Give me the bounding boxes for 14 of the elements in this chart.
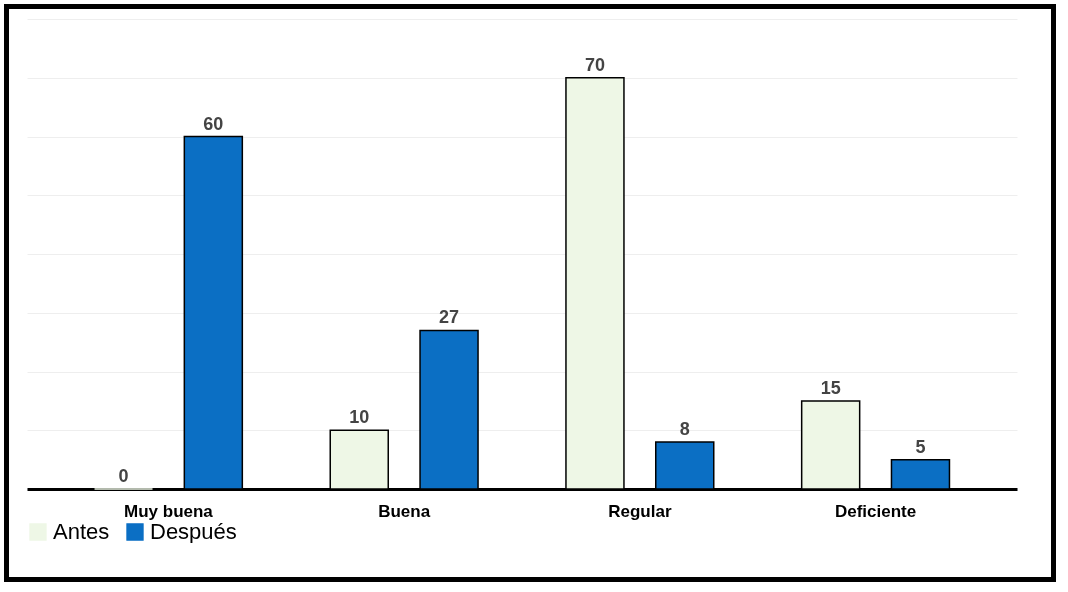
data-label: 5 (915, 436, 926, 457)
x-tick-label: Muy buena (124, 501, 214, 521)
data-label: 70 (584, 54, 605, 75)
data-label: 8 (679, 419, 690, 439)
legend-label: Antes (53, 519, 110, 544)
data-label: 0 (118, 466, 129, 486)
data-label: 10 (349, 407, 370, 428)
x-tick-label: Deficiente (834, 501, 917, 521)
data-label: 15 (820, 377, 841, 398)
data-label: 60 (203, 113, 224, 134)
x-tick-label: Regular (608, 501, 672, 521)
x-tick-label: Buena (378, 501, 431, 521)
data-label: 27 (439, 307, 460, 328)
legend-label: Después (150, 519, 237, 544)
